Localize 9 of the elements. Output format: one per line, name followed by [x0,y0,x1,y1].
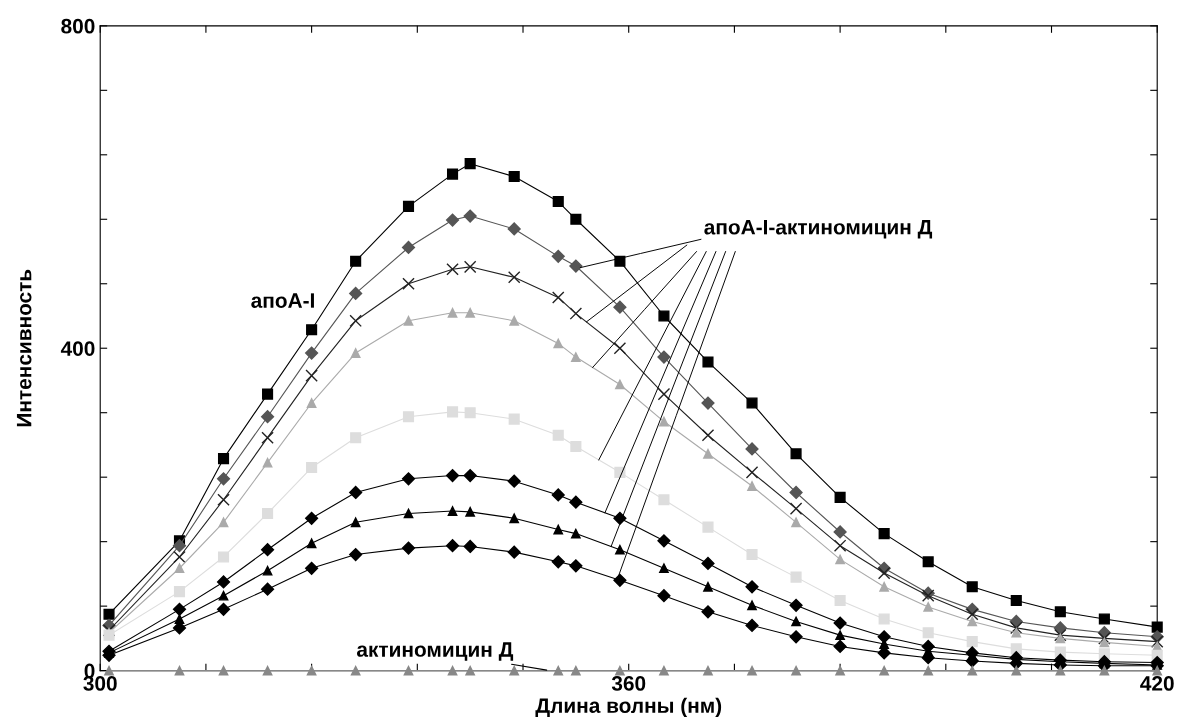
series-label: актиномицин Д [357,642,514,661]
x-tick-label: 420 [1140,676,1174,691]
y-tick-label: 400 [60,341,95,356]
annotation: апоА-I-актиномицин Д [704,220,933,239]
series-label: апоА-I [251,293,314,308]
x-tick-label: 360 [611,676,646,691]
y-axis-title: Интенсивность [16,269,32,427]
y-tick-label: 800 [61,18,95,34]
x-axis-title: Длина волны (нм) [535,697,722,718]
